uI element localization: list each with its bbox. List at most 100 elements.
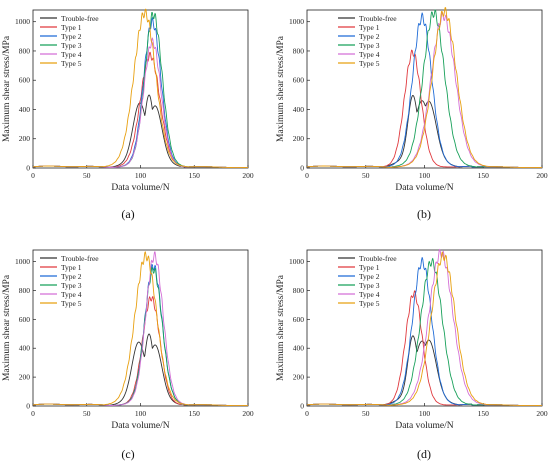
panel-label: (a) [121,207,134,221]
y-tick-label: 200 [293,134,305,143]
legend-entry: Type 3 [359,281,380,290]
series-line-type-4 [306,11,543,169]
chart-panel-2: 0 50 100 150 200 0 200 400 600 800 1000 Data volume… [276,7,548,221]
x-tick-label: 200 [242,409,254,418]
legend-entry: Type 5 [61,299,82,308]
y-tick-label: 800 [293,46,305,55]
panel-label: (d) [417,447,431,461]
series-line-trouble-free [32,333,249,407]
legend-entry: Type 1 [359,23,380,32]
y-tick-label: 800 [19,46,31,55]
y-tick-label: 1000 [15,257,30,266]
y-axis-label: Maximum shear stress/MPa [2,274,12,381]
y-tick-label: 0 [26,402,30,411]
x-tick-label: 50 [362,171,370,180]
legend-entry: Type 1 [61,23,82,32]
x-tick-label: 0 [31,171,35,180]
x-tick-label: 150 [478,171,490,180]
y-tick-label: 400 [293,105,305,114]
legend-entry: Trouble-free [61,254,99,263]
series-line-type-3 [306,257,543,407]
legend-entry: Trouble-free [359,14,397,23]
legend-entry: Type 3 [61,281,82,290]
x-tick-label: 100 [419,171,431,180]
x-tick-label: 50 [83,409,91,418]
series-line-type-1 [306,49,543,169]
y-tick-label: 1000 [289,257,304,266]
series-line-trouble-free [306,95,543,169]
series-line-type-4 [306,248,543,407]
x-tick-label: 200 [536,171,548,180]
x-tick-label: 200 [242,171,254,180]
x-axis-label: Data volume/N [395,183,453,193]
panel-label: (b) [417,207,431,221]
legend-entry: Type 3 [61,41,82,50]
x-axis-label: Data volume/N [395,421,453,431]
x-tick-label: 0 [31,409,35,418]
y-tick-label: 600 [293,76,305,85]
x-tick-label: 100 [419,409,431,418]
x-tick-label: 0 [305,409,309,418]
x-axis-label: Data volume/N [111,183,169,193]
series-line-type-2 [306,257,543,407]
y-axis-label: Maximum shear stress/MPa [276,274,286,381]
x-tick-label: 150 [478,409,490,418]
y-tick-label: 600 [19,76,31,85]
y-tick-label: 600 [293,315,305,324]
y-tick-label: 0 [300,164,304,173]
x-tick-label: 50 [362,409,370,418]
legend-entry: Type 2 [61,272,82,281]
y-tick-label: 200 [19,373,31,382]
series-line-type-1 [32,296,249,407]
y-tick-label: 0 [300,402,304,411]
chart-panel-4: 0 50 100 150 200 0 200 400 600 800 1000 Data volume… [276,248,548,461]
y-tick-label: 800 [293,286,305,295]
legend-entry: Type 5 [359,59,380,68]
y-tick-label: 400 [19,105,31,114]
plot-frame [306,9,543,169]
x-tick-label: 100 [135,409,147,418]
y-tick-label: 600 [19,315,31,324]
chart-panel-1: 0 50 100 150 200 0 200 400 600 800 1000 Data volume… [2,8,254,221]
legend-entry: Type 4 [359,50,380,59]
y-tick-label: 400 [19,344,31,353]
legend-entry: Type 5 [61,59,82,68]
legend-entry: Type 4 [359,290,380,299]
legend-entry: Type 2 [359,272,380,281]
legend-entry: Type 2 [61,32,82,41]
legend-entry: Type 4 [61,290,82,299]
legend-entry: Type 5 [359,299,380,308]
y-tick-label: 0 [26,164,30,173]
series-line-type-5 [32,251,249,407]
plot-frame [306,249,543,407]
chart-panel-3: 0 50 100 150 200 0 200 400 600 800 1000 Data volume… [2,249,254,461]
legend-entry: Type 2 [359,32,380,41]
y-tick-label: 800 [19,286,31,295]
series-line-type-5 [306,7,543,169]
legend-entry: Type 1 [61,263,82,272]
y-axis-label: Maximum shear stress/MPa [276,35,286,142]
legend-entry: Type 4 [61,50,82,59]
x-axis-label: Data volume/N [111,421,169,431]
x-tick-label: 200 [536,409,548,418]
y-tick-label: 200 [19,134,31,143]
series-line-type-3 [306,9,543,169]
legend-entry: Type 3 [359,41,380,50]
x-tick-label: 100 [135,171,147,180]
legend-entry: Type 1 [359,263,380,272]
series-line-type-5 [32,8,249,169]
panel-label: (c) [121,447,134,461]
x-tick-label: 150 [189,409,201,418]
legend-entry: Trouble-free [359,254,397,263]
y-tick-label: 400 [293,344,305,353]
legend-entry: Trouble-free [61,14,99,23]
x-tick-label: 50 [83,171,91,180]
x-tick-label: 0 [305,171,309,180]
y-tick-label: 1000 [15,17,30,26]
series-line-type-1 [306,290,543,407]
y-tick-label: 1000 [289,17,304,26]
y-axis-label: Maximum shear stress/MPa [2,35,12,142]
y-tick-label: 200 [293,373,305,382]
series-line-type-5 [306,251,543,407]
